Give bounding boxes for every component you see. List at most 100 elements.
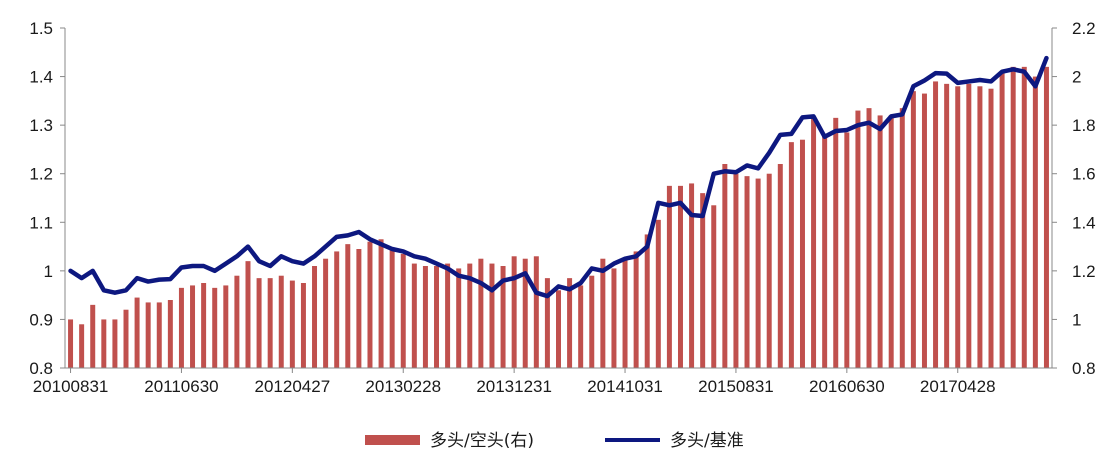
bar bbox=[711, 205, 717, 368]
bar bbox=[245, 261, 251, 368]
x-tick-label: 20170428 bbox=[920, 377, 996, 396]
x-tick-label: 20141031 bbox=[587, 377, 663, 396]
bar bbox=[833, 117, 839, 368]
bar bbox=[389, 249, 395, 368]
bar bbox=[744, 176, 750, 368]
bar bbox=[400, 253, 406, 368]
bar bbox=[312, 266, 318, 368]
x-tick-label: 20120427 bbox=[255, 377, 331, 396]
bar bbox=[689, 183, 695, 368]
bar bbox=[644, 234, 650, 368]
x-tick-label: 20130228 bbox=[365, 377, 441, 396]
right-tick-label: 2.2 bbox=[1072, 19, 1096, 38]
bar bbox=[556, 290, 561, 368]
bar bbox=[500, 266, 506, 368]
left-tick-label: 1.1 bbox=[29, 213, 53, 232]
bar bbox=[777, 164, 783, 368]
bar bbox=[844, 132, 850, 368]
bar bbox=[201, 283, 207, 368]
bar bbox=[622, 258, 628, 368]
bar bbox=[223, 285, 229, 368]
left-tick-label: 1.3 bbox=[29, 116, 53, 135]
legend: 多头/空头(右) 多头/基准 bbox=[365, 431, 744, 451]
bar bbox=[855, 110, 861, 368]
bar bbox=[722, 164, 728, 368]
right-tick-label: 2 bbox=[1072, 68, 1081, 87]
x-tick-label: 20150831 bbox=[698, 377, 774, 396]
legend-label-line: 多头/基准 bbox=[670, 431, 744, 451]
bar bbox=[79, 324, 85, 368]
x-tick-label: 20110630 bbox=[144, 377, 218, 396]
bar bbox=[788, 142, 794, 368]
legend-label-bar: 多头/空头(右) bbox=[430, 431, 534, 451]
bar bbox=[145, 302, 151, 368]
right-tick-label: 1.2 bbox=[1072, 262, 1096, 281]
bar bbox=[567, 278, 573, 368]
bar bbox=[356, 249, 362, 368]
bar bbox=[334, 251, 340, 368]
bar bbox=[700, 193, 706, 368]
bar bbox=[1043, 66, 1049, 369]
left-tick-label: 1.4 bbox=[29, 68, 53, 87]
bar bbox=[578, 285, 584, 368]
right-tick-label: 1.6 bbox=[1072, 165, 1096, 184]
bar bbox=[156, 302, 162, 368]
bar bbox=[866, 108, 872, 368]
bar bbox=[434, 266, 440, 368]
bar bbox=[411, 263, 417, 368]
bar bbox=[533, 256, 539, 368]
bar bbox=[888, 115, 894, 369]
bar bbox=[633, 251, 639, 368]
left-tick-label: 1.5 bbox=[29, 19, 53, 38]
line-series bbox=[68, 55, 1049, 299]
left-tick-label: 1.2 bbox=[29, 165, 53, 184]
x-ticks: 20100831 20110630 20120427 20130228 20131231… bbox=[33, 368, 996, 396]
left-y-ticks: 0.8 0.9 1 1.1 1.2 1.3 1.4 1.5 bbox=[29, 19, 65, 378]
bar bbox=[977, 86, 983, 368]
legend-swatch-bar bbox=[365, 435, 420, 445]
left-tick-label: 0.8 bbox=[29, 359, 53, 378]
right-y-ticks: 0.8 1 1.2 1.4 1.6 1.8 2 2.2 bbox=[1052, 19, 1096, 378]
right-tick-label: 1.8 bbox=[1072, 116, 1096, 135]
bar bbox=[134, 297, 140, 368]
bar bbox=[988, 88, 994, 369]
bar bbox=[467, 263, 473, 368]
bar bbox=[234, 275, 240, 368]
x-tick-label: 20160630 bbox=[809, 377, 885, 396]
bar bbox=[1010, 66, 1016, 369]
bar bbox=[899, 108, 905, 368]
bar bbox=[123, 309, 129, 368]
bar bbox=[445, 263, 451, 368]
x-tick-label: 20131231 bbox=[476, 377, 552, 396]
x-tick-label: 20100831 bbox=[33, 377, 109, 396]
bar bbox=[289, 280, 295, 368]
bar bbox=[101, 319, 107, 368]
bar bbox=[190, 285, 196, 368]
bar bbox=[345, 244, 351, 368]
bar bbox=[877, 115, 883, 369]
bar bbox=[666, 185, 672, 368]
left-tick-label: 1 bbox=[44, 262, 53, 281]
bar bbox=[600, 258, 606, 368]
bar bbox=[944, 83, 950, 369]
bar bbox=[511, 256, 517, 368]
left-tick-label: 0.9 bbox=[29, 310, 53, 329]
bar bbox=[422, 266, 428, 368]
bar bbox=[544, 278, 550, 368]
bar bbox=[478, 258, 484, 368]
bar bbox=[755, 178, 761, 368]
bar bbox=[323, 258, 329, 368]
bar bbox=[90, 304, 96, 368]
right-tick-label: 1.4 bbox=[1072, 213, 1096, 232]
bar bbox=[178, 287, 184, 368]
bar bbox=[522, 258, 528, 368]
bar bbox=[112, 319, 118, 368]
bar bbox=[733, 173, 739, 368]
bar bbox=[212, 287, 218, 368]
bar bbox=[489, 263, 495, 368]
bar bbox=[256, 278, 262, 368]
bar bbox=[677, 185, 683, 368]
bar bbox=[167, 300, 173, 368]
right-tick-label: 0.8 bbox=[1072, 359, 1096, 378]
